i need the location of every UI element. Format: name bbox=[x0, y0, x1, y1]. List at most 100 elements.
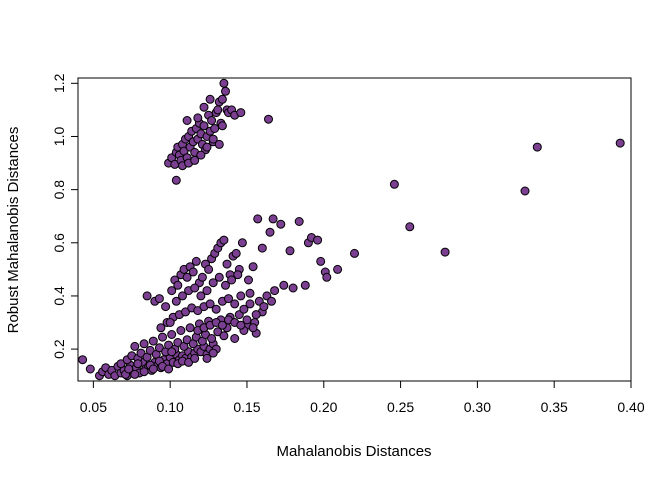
data-point bbox=[136, 348, 146, 358]
data-point bbox=[78, 355, 88, 365]
data-point bbox=[167, 347, 177, 357]
x-tick-label: 0.15 bbox=[233, 399, 260, 415]
data-point bbox=[165, 318, 175, 327]
data-point bbox=[197, 272, 207, 282]
data-point bbox=[219, 235, 229, 245]
data-point bbox=[316, 256, 326, 266]
data-point bbox=[239, 304, 249, 314]
data-point bbox=[167, 330, 177, 339]
data-point bbox=[233, 270, 243, 280]
x-tick-label: 0.20 bbox=[310, 399, 337, 415]
data-point bbox=[188, 267, 198, 277]
data-point bbox=[288, 283, 298, 293]
data-point bbox=[230, 299, 240, 309]
data-point bbox=[214, 272, 224, 282]
data-point bbox=[219, 331, 229, 341]
x-tick-label: 0.35 bbox=[541, 399, 568, 415]
data-point bbox=[148, 336, 158, 346]
data-point bbox=[184, 357, 194, 367]
data-point bbox=[253, 214, 263, 224]
data-point bbox=[185, 323, 195, 333]
data-point bbox=[221, 86, 230, 96]
data-point bbox=[440, 247, 450, 257]
y-tick-label: 1.0 bbox=[51, 127, 67, 147]
data-point bbox=[231, 248, 241, 258]
data-point bbox=[202, 353, 212, 363]
data-point bbox=[133, 359, 143, 369]
data-point bbox=[204, 264, 214, 274]
data-point bbox=[276, 219, 286, 229]
data-point bbox=[196, 291, 206, 301]
y-tick-label: 1.2 bbox=[51, 73, 67, 93]
data-point bbox=[190, 353, 200, 363]
data-point bbox=[615, 138, 625, 148]
data-point bbox=[205, 94, 215, 104]
data-point bbox=[245, 288, 255, 298]
data-point bbox=[294, 217, 304, 226]
data-point bbox=[279, 280, 289, 290]
data-point bbox=[248, 323, 258, 333]
data-point bbox=[154, 343, 164, 353]
y-tick-label: 0.4 bbox=[51, 286, 67, 306]
data-point bbox=[178, 291, 187, 301]
data-point bbox=[213, 105, 223, 115]
data-point bbox=[267, 296, 276, 306]
data-point bbox=[171, 296, 181, 306]
data-point bbox=[182, 272, 192, 282]
data-point bbox=[270, 286, 280, 296]
data-point bbox=[154, 294, 164, 304]
data-point bbox=[193, 306, 203, 316]
data-point bbox=[182, 335, 192, 345]
data-point bbox=[202, 142, 212, 152]
data-point bbox=[333, 264, 343, 274]
data-point bbox=[208, 134, 218, 144]
data-point bbox=[222, 259, 232, 269]
data-point bbox=[124, 364, 134, 374]
data-point bbox=[211, 304, 221, 314]
data-points bbox=[78, 78, 625, 381]
data-point bbox=[217, 94, 227, 104]
data-point bbox=[164, 364, 174, 374]
data-point bbox=[202, 286, 212, 296]
data-point bbox=[191, 256, 201, 266]
data-point bbox=[520, 186, 530, 196]
data-point bbox=[130, 369, 140, 379]
data-point bbox=[264, 114, 273, 124]
x-tick-label: 0.40 bbox=[617, 399, 644, 415]
data-point bbox=[208, 348, 218, 358]
data-point bbox=[199, 121, 209, 131]
data-point bbox=[173, 280, 183, 290]
data-point bbox=[210, 124, 220, 133]
data-point bbox=[265, 227, 275, 237]
data-point bbox=[130, 341, 140, 351]
data-point bbox=[158, 332, 167, 342]
data-point bbox=[257, 243, 267, 253]
data-point bbox=[142, 291, 152, 301]
data-point bbox=[161, 302, 171, 312]
data-point bbox=[207, 334, 217, 343]
data-point bbox=[167, 286, 177, 296]
data-point bbox=[181, 307, 190, 317]
data-point bbox=[196, 150, 206, 160]
data-point bbox=[148, 364, 158, 374]
x-axis-title: Mahalanobis Distances bbox=[276, 443, 431, 460]
data-point bbox=[213, 327, 223, 337]
y-tick-label: 0.6 bbox=[51, 233, 67, 253]
data-point bbox=[207, 116, 217, 125]
data-point bbox=[182, 116, 192, 125]
data-point bbox=[532, 142, 542, 152]
data-point bbox=[208, 278, 218, 288]
data-point bbox=[221, 280, 230, 290]
data-point bbox=[268, 214, 278, 224]
data-point bbox=[405, 222, 415, 232]
y-axis: 0.2 0.4 0.6 0.8 1.0 1.2 bbox=[51, 73, 79, 359]
data-point bbox=[227, 275, 237, 285]
data-point bbox=[219, 78, 229, 88]
data-point bbox=[244, 275, 253, 285]
data-point bbox=[217, 320, 227, 330]
data-point bbox=[259, 302, 269, 312]
data-point bbox=[116, 359, 126, 369]
y-tick-label: 0.2 bbox=[51, 339, 67, 359]
data-point bbox=[237, 238, 247, 248]
